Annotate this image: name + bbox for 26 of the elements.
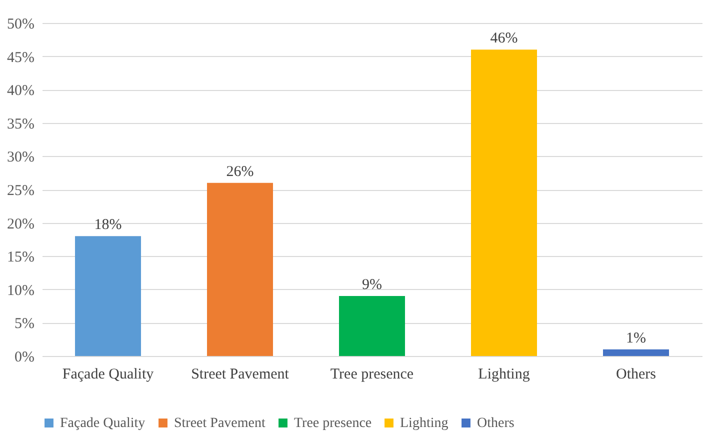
legend-label: Lighting (400, 416, 448, 431)
y-tick-label: 20% (7, 216, 34, 232)
y-tick-label: 15% (7, 250, 34, 266)
legend-label: Others (477, 416, 514, 431)
y-tick-label: 10% (7, 282, 34, 299)
y-tick-label: 30% (7, 150, 34, 166)
text: 18% (94, 217, 122, 234)
legend-label: Façade Quality (60, 416, 146, 431)
x-tick-label: Lighting (478, 366, 530, 382)
y-tick-label: 50% (7, 16, 34, 32)
x-tick-label: Façade Quality (62, 366, 154, 382)
x-tick-label: Street Pavement (191, 366, 290, 382)
x-tick-label: Others (616, 366, 656, 382)
legend-label: Tree presence (294, 416, 372, 431)
y-tick-label: 45% (7, 50, 34, 66)
text: 26% (226, 164, 254, 180)
y-tick-label: 5% (14, 316, 34, 332)
y-tick-label: 40% (7, 83, 34, 100)
y-tick-label: 0% (14, 350, 34, 366)
x-tick-label: Tree presence (330, 366, 414, 382)
y-tick-label: 35% (7, 116, 34, 132)
y-tick-label: 25% (7, 183, 34, 199)
legend-label: Street Pavement (174, 416, 266, 431)
text: 9% (362, 277, 382, 294)
text: 46% (490, 30, 518, 47)
text: 1% (626, 330, 646, 346)
